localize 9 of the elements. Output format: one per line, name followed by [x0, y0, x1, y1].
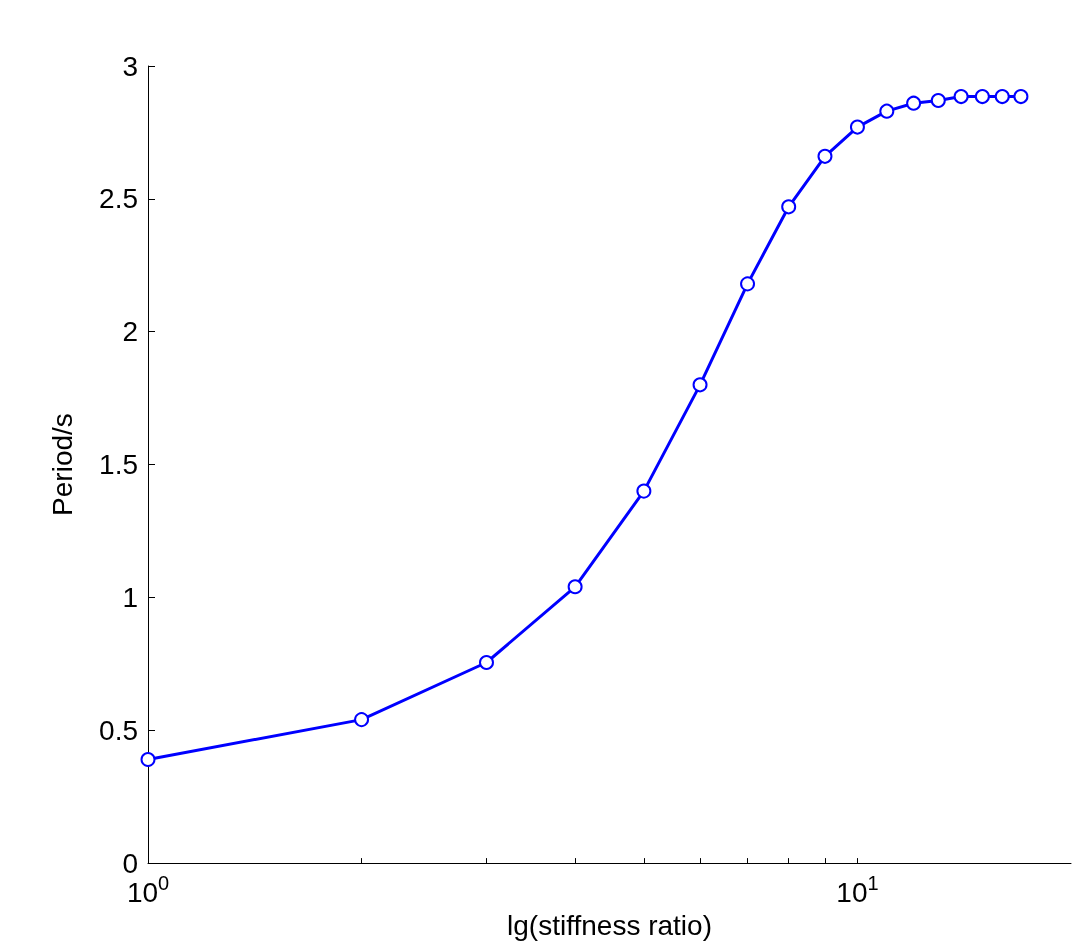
y-tick-label: 1.5 — [99, 449, 138, 481]
y-tick-label: 1 — [122, 581, 138, 613]
y-tick-label: 0 — [122, 847, 138, 879]
y-tick-label: 2 — [122, 316, 138, 348]
x-axis-title: lg(stiffness ratio) — [507, 909, 712, 941]
y-tick-label: 2.5 — [99, 183, 138, 215]
y-axis-title: Period/s — [46, 413, 78, 516]
y-tick-label: 0.5 — [99, 714, 138, 746]
y-tick-label: 3 — [122, 50, 138, 82]
